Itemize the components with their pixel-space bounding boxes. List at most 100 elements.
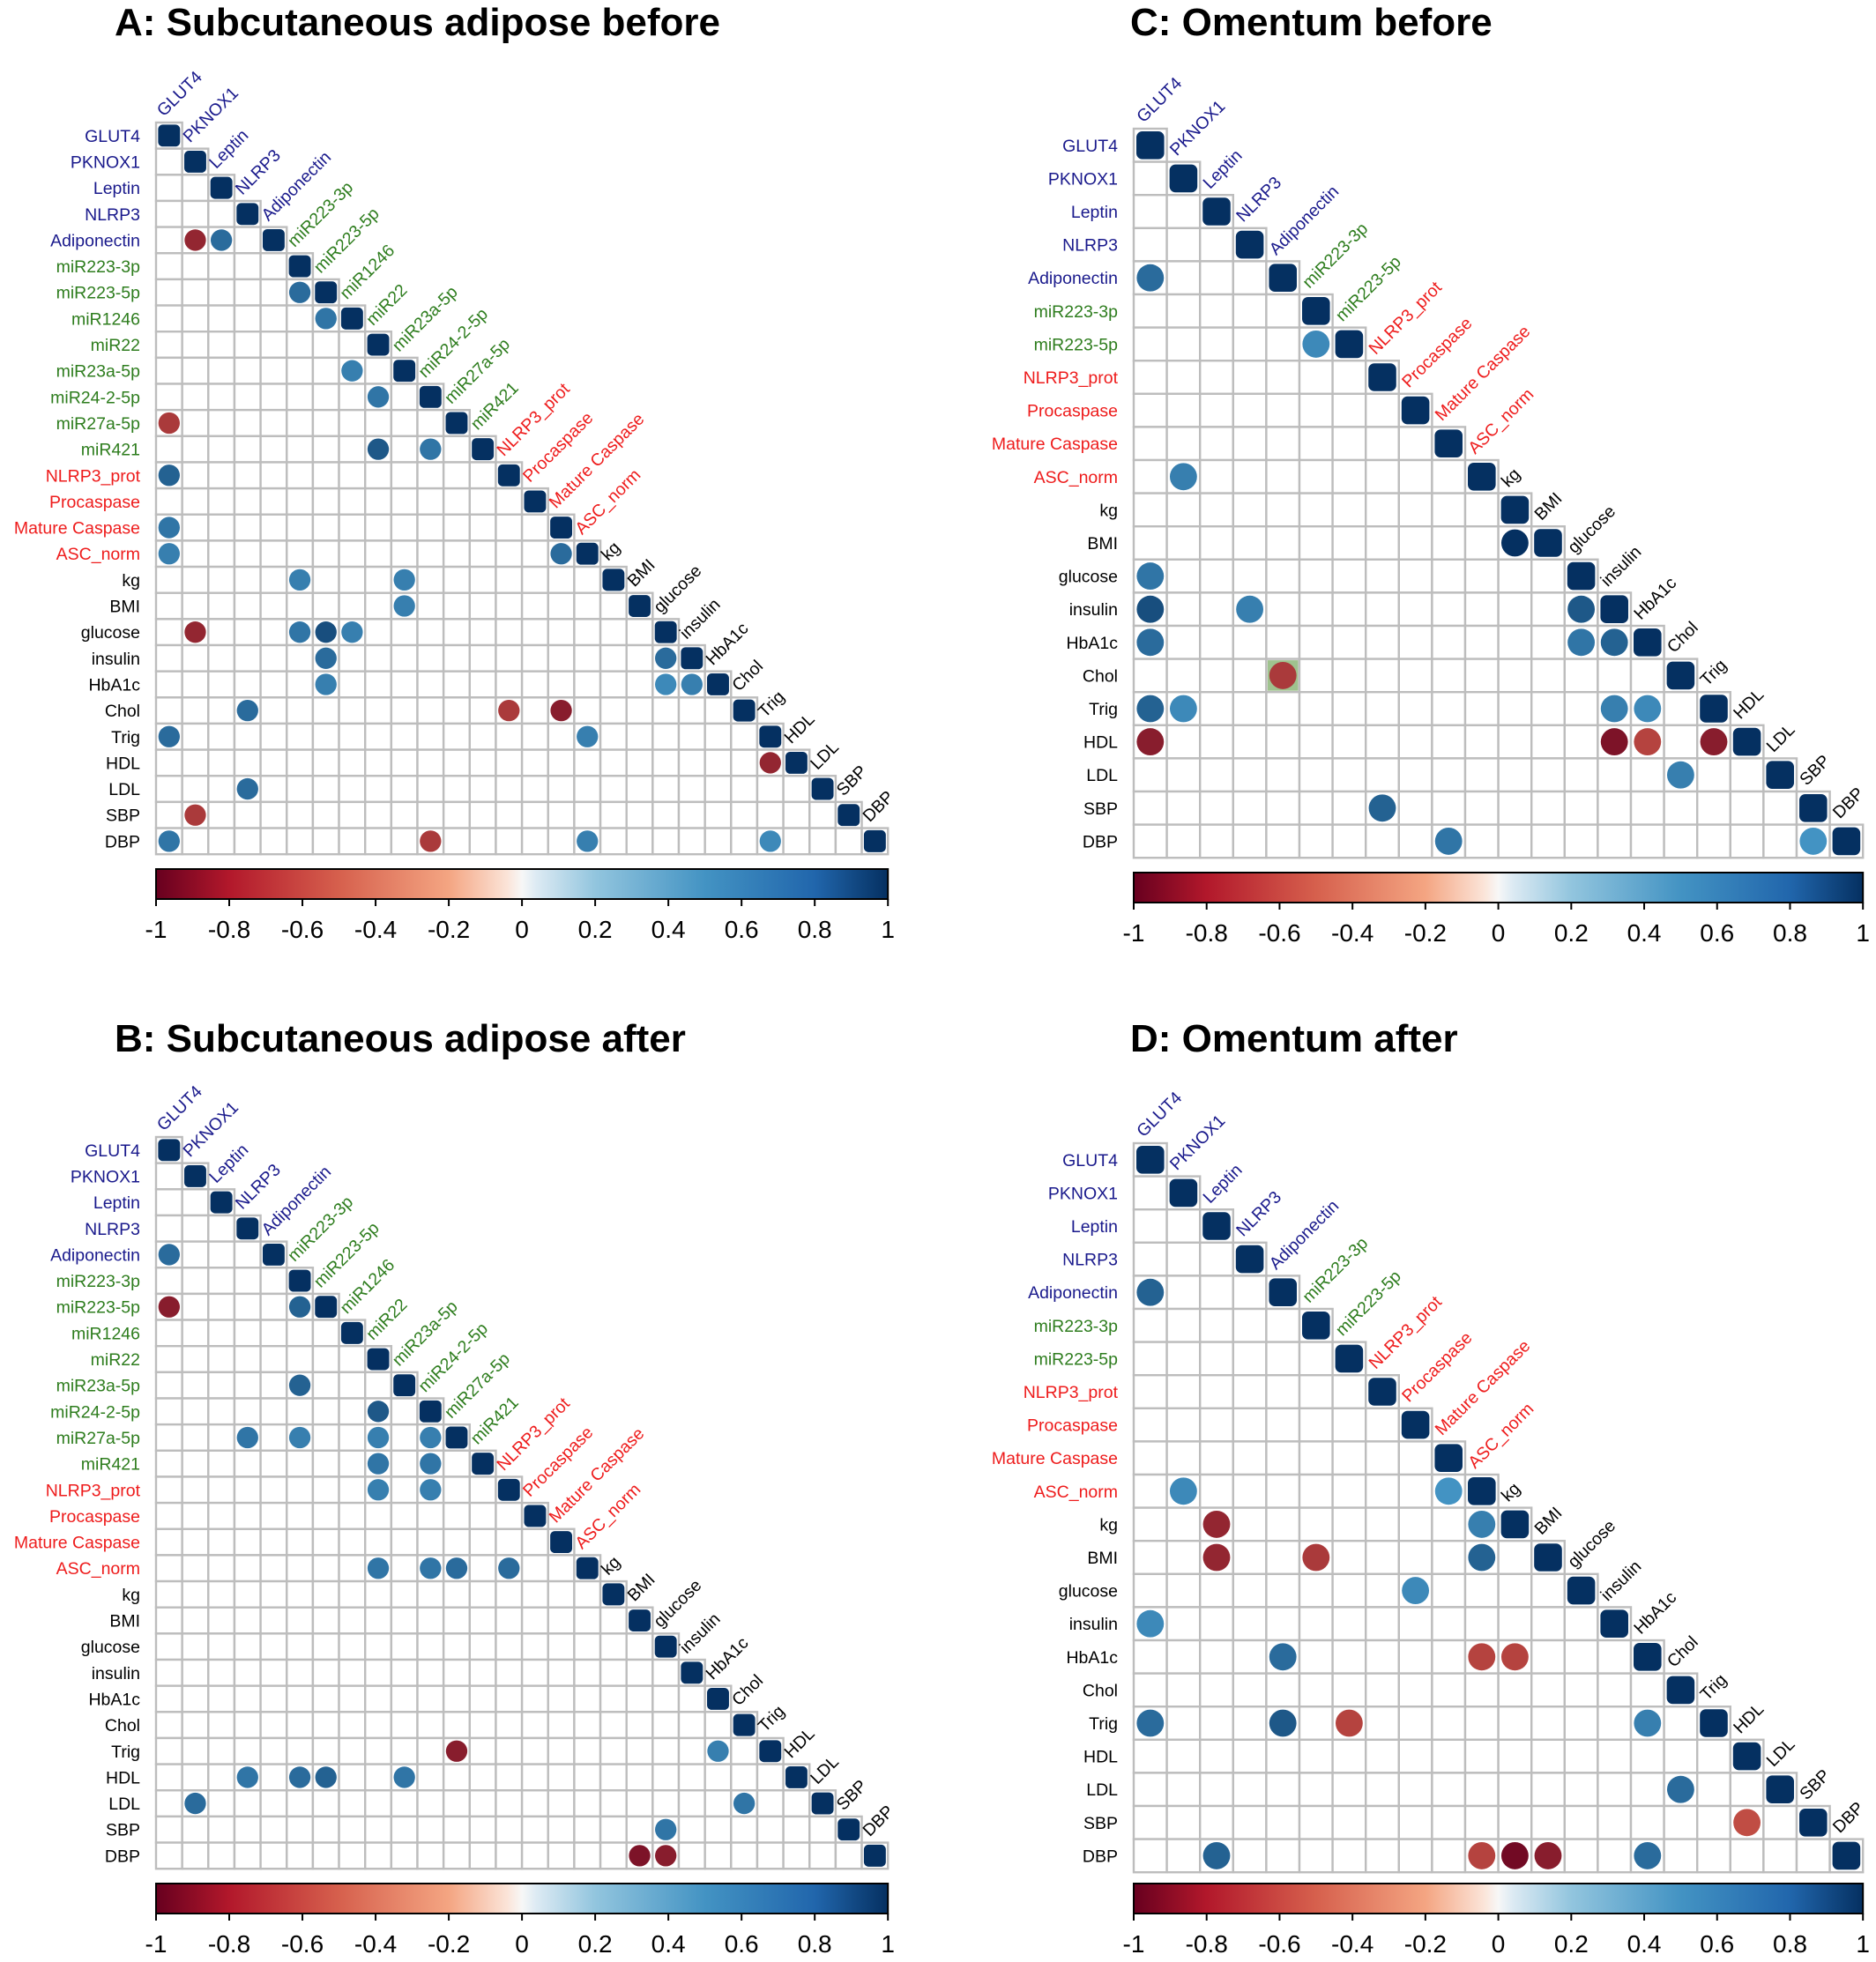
grid-cell [1198,658,1234,694]
grid-cell [468,1815,497,1844]
grid-cell [207,1579,236,1609]
correlation-dot [367,438,390,460]
grid-cell [573,670,602,699]
grid-cell [1165,1804,1202,1840]
grid-cell [1165,360,1202,396]
grid-cell [520,748,549,777]
grid-cell [520,591,549,621]
grid-cell [495,1815,524,1844]
grid-cell [573,696,602,725]
column-label-hdl: HDL [1730,685,1768,723]
grid-cell [311,696,340,725]
column-label-glut4: GLUT4 [1133,73,1186,126]
grid-cell [1165,658,1202,694]
grid-cell [520,696,549,725]
grid-cell [1232,326,1268,362]
grid-cell [1265,1307,1301,1343]
grid-cell [1198,624,1234,660]
grid-cell [1629,757,1665,793]
grid-cell [1265,1373,1301,1409]
grid-cell [338,461,367,490]
grid-cell [1463,1705,1500,1741]
row-label-kg: kg [1099,1515,1118,1535]
grid-cell [286,1815,315,1844]
grid-cell [599,722,628,751]
grid-cell [1132,658,1168,694]
grid-cell [311,1423,340,1453]
grid-cell [286,1789,315,1818]
grid-cell [390,1449,419,1478]
diagonal-mark [1235,230,1264,259]
grid-cell [495,618,524,647]
row-label-glucose: glucose [81,1638,140,1657]
grid-cell [599,1789,628,1818]
grid-cell [1165,1838,1202,1874]
grid-cell [1463,558,1500,594]
grid-cell [154,643,183,673]
grid-cell [1431,492,1467,528]
correlation-dot [1600,728,1628,756]
grid-cell [520,513,549,542]
correlation-dot [1136,562,1165,591]
grid-cell [442,800,471,829]
grid-cell [154,1344,183,1374]
grid-cell [364,800,393,829]
grid-cell [154,331,183,360]
grid-cell [1165,227,1202,263]
grid-cell [704,1841,733,1870]
correlation-dot [288,569,311,591]
grid-cell [547,618,576,647]
grid-cell [233,1815,262,1844]
grid-cell [338,539,367,569]
grid-cell [154,775,183,804]
grid-cell [338,722,367,751]
grid-cell [1530,1705,1566,1741]
grid-cell [1298,1639,1334,1675]
correlation-dot [1302,330,1330,358]
grid-cell [181,1449,210,1478]
correlation-dot [1136,1609,1165,1638]
grid-cell [573,618,602,647]
grid-cell [1198,1341,1234,1377]
grid-cell [181,1841,210,1870]
grid-cell [181,1292,210,1321]
correlation-dot [393,595,415,617]
grid-cell [1397,790,1433,826]
grid-cell [154,435,183,464]
grid-cell [181,643,210,673]
grid-cell [259,461,288,490]
grid-cell [259,643,288,673]
grid-cell [311,435,340,464]
correlation-marks [1136,131,1861,856]
correlation-dot [315,647,337,669]
diagonal-mark [1567,1576,1596,1605]
grid-cell [599,827,628,856]
grid-cell [625,696,654,725]
row-label-asc-norm: ASC_norm [56,1559,140,1579]
grid-cell [1232,392,1268,428]
grid-cell [364,565,393,594]
grid-cell [233,539,262,569]
grid-cell [573,643,602,673]
grid-cell [1165,1373,1202,1409]
grid-cell [416,643,445,673]
color-bar-gradient [155,1883,890,1914]
grid-cell [1530,1672,1566,1708]
grid-cell [181,278,210,307]
grid-cell [573,1579,602,1609]
grid-cell [364,775,393,804]
grid-cell [233,827,262,856]
diagonal-mark [863,829,886,852]
grid-cell [1132,1407,1168,1443]
grid-cell [1695,1772,1731,1808]
row-label-insulin: insulin [1069,600,1118,620]
grid-cell [1165,823,1202,859]
grid-cell [311,408,340,437]
grid-cell [547,1684,576,1713]
grid-cell [1331,1440,1367,1476]
grid-cell [442,513,471,542]
grid-cell [286,304,315,333]
row-label-adiponectin: Adiponectin [50,1245,140,1265]
grid-cell [1364,1804,1400,1840]
grid-cell [1397,1606,1433,1642]
